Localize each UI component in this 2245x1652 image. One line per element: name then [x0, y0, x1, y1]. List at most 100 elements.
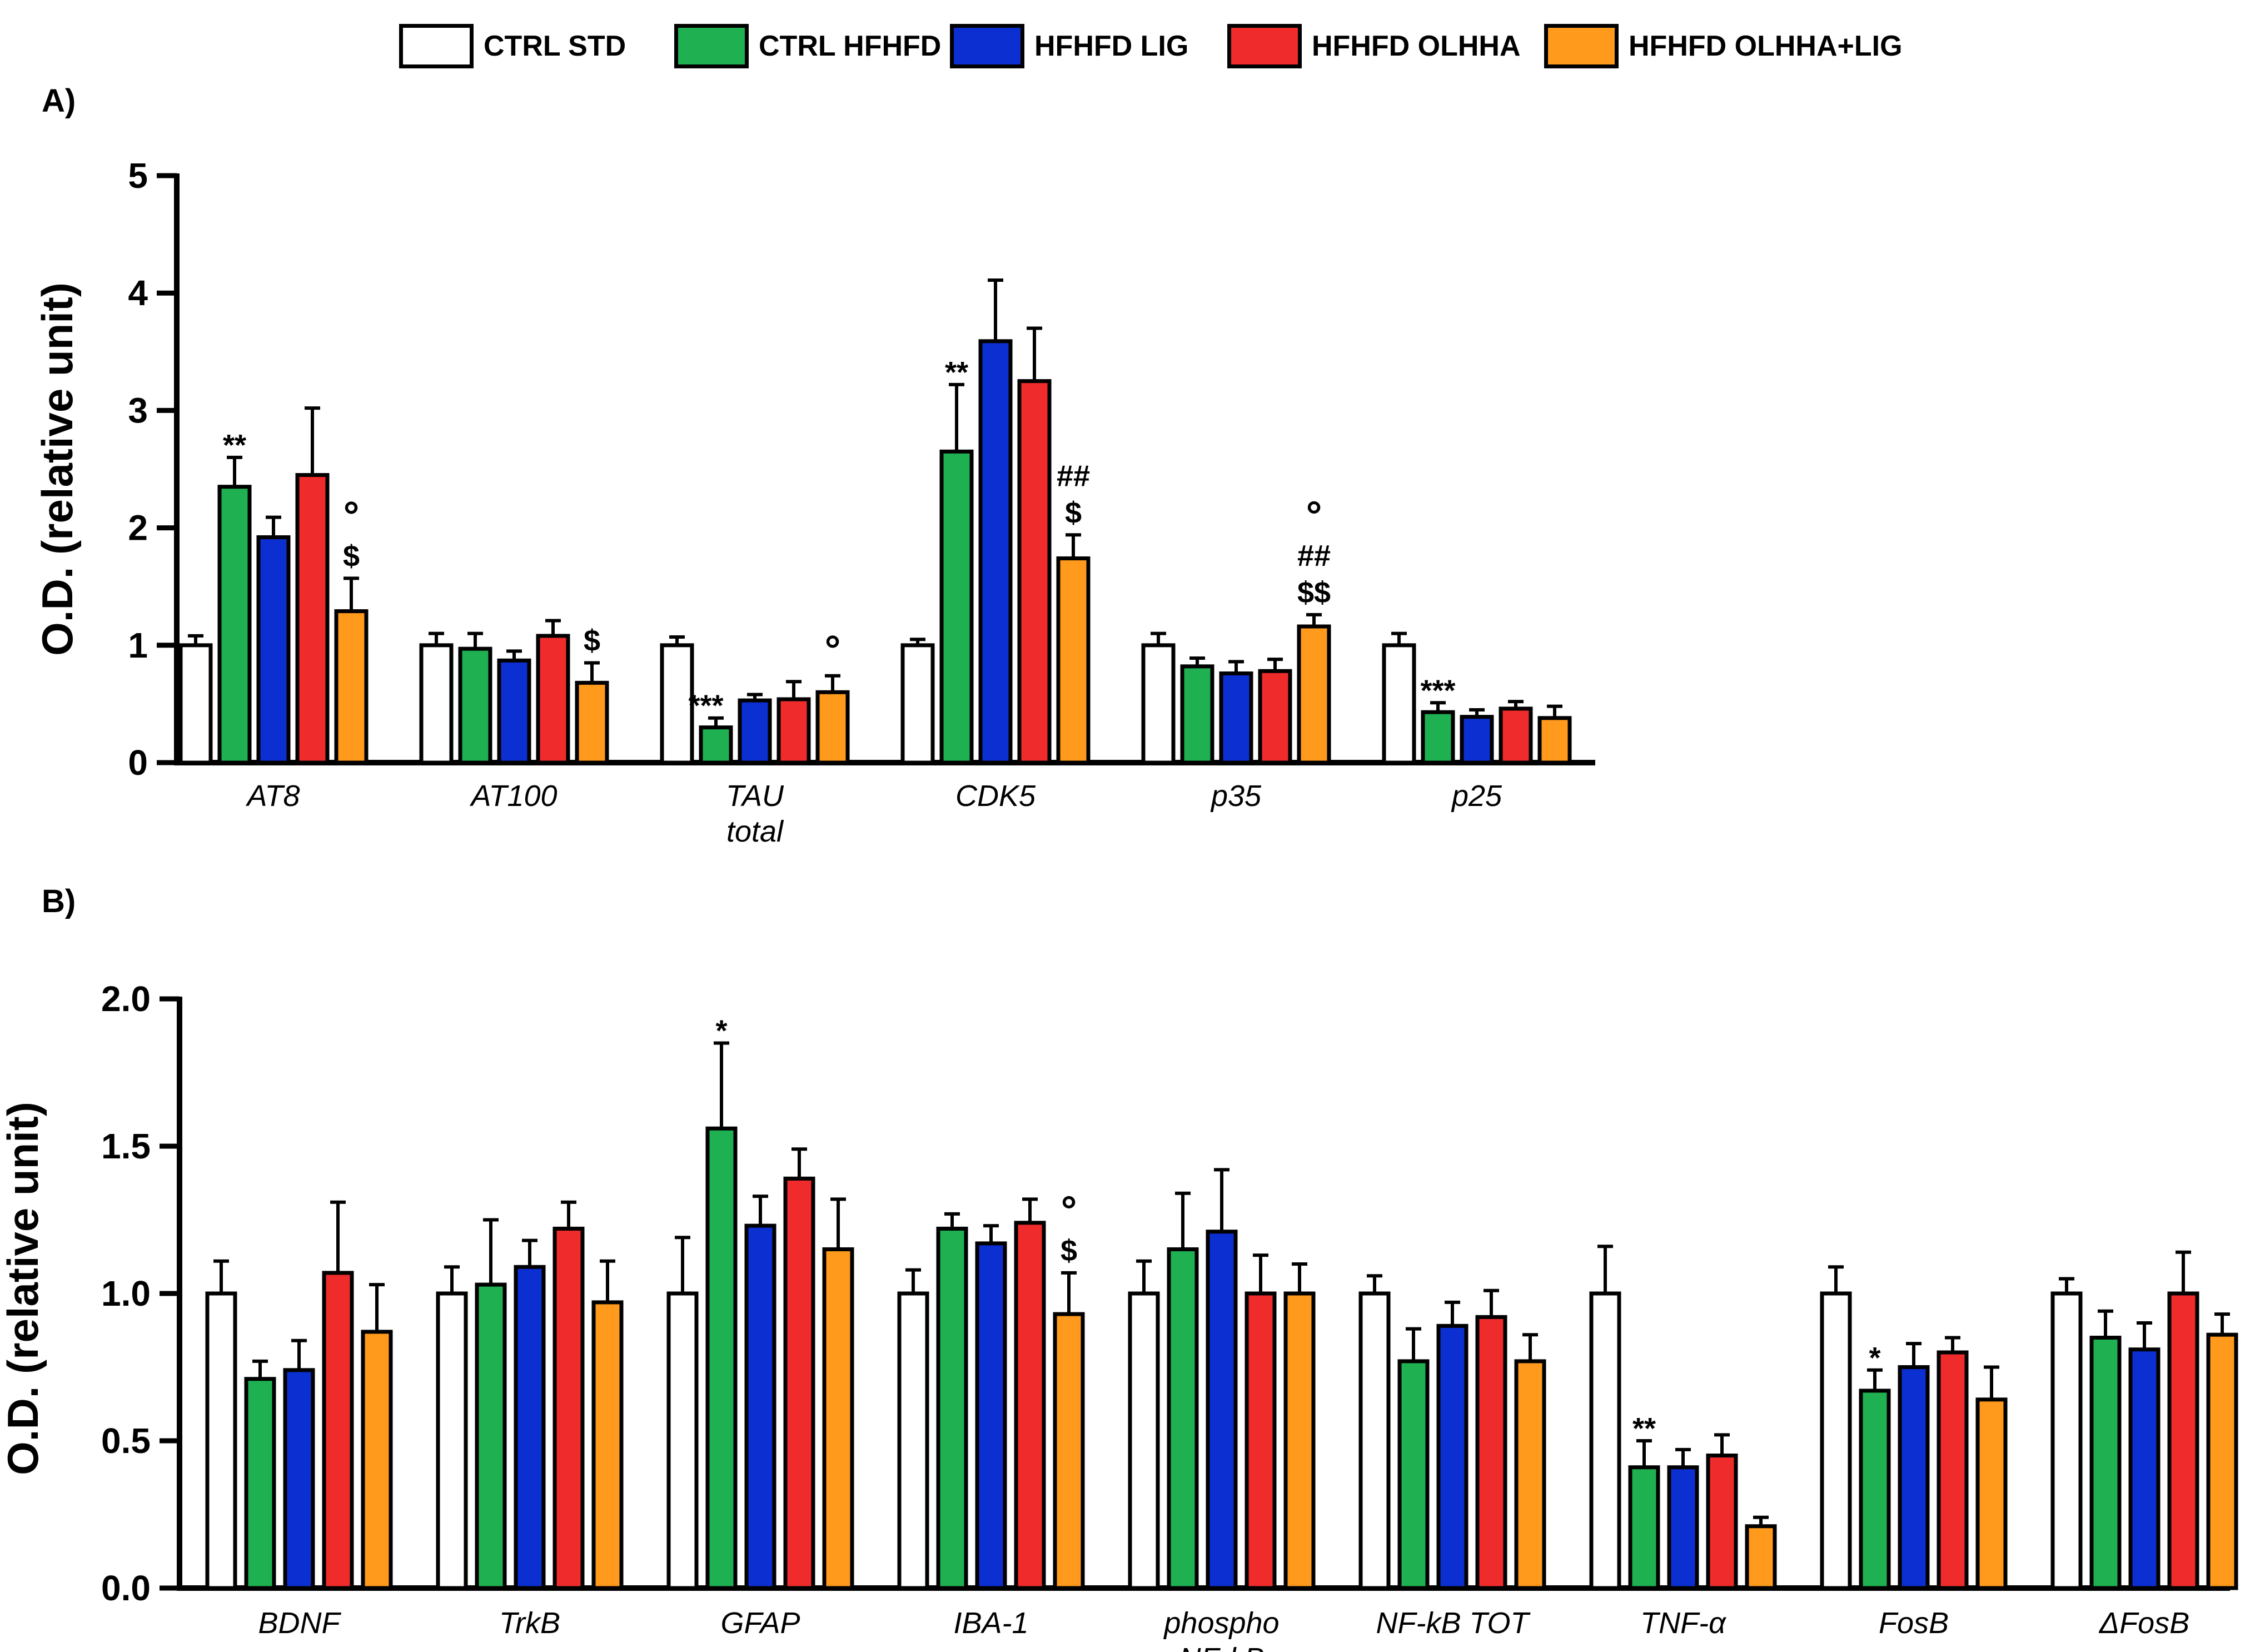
y-tick-label: 5 [128, 156, 148, 196]
bar-trkb-hfhfd-olhha-lig [591, 1300, 624, 1590]
bar-p35-hfhfd-lig [1219, 671, 1253, 765]
bar-iba-1-ctrl-std [897, 1291, 929, 1590]
bar-fosb-hfhfd-olhha-lig [1975, 1397, 2008, 1590]
bar-at100-hfhfd-lig [497, 658, 531, 765]
bar-p35-ctrl-hfhfd [1180, 664, 1214, 765]
significance-marker: * [715, 1014, 727, 1048]
significance-marker: ## [1297, 539, 1331, 573]
legend-item-hfhfd-olhha: HFHFD OLHHA [1227, 21, 1521, 71]
bar-at100-ctrl-hfhfd [458, 646, 492, 765]
legend-swatch-ctrl-std [399, 24, 474, 68]
bar-p25-hfhfd-olhha [1499, 706, 1533, 765]
legend-item-hfhfd-lig: HFHFD LIG [950, 21, 1188, 71]
category-label-p35: p35 [1210, 779, 1262, 813]
category-label-tnf: TNF-α [1640, 1606, 1727, 1640]
category-label-bdnf: BDNF [258, 1606, 342, 1640]
bar-fosb-hfhfd-lig [1898, 1365, 1930, 1590]
significance-marker: $$ [1297, 576, 1331, 609]
y-tick-label: 1 [128, 625, 148, 665]
bar-tnf-hfhfd-olhha [1706, 1454, 1738, 1590]
significance-marker: ° [825, 628, 841, 673]
category-label-at100: AT100 [469, 779, 557, 813]
bar-tnf-hfhfd-lig [1667, 1465, 1699, 1590]
bar-p25-hfhfd-olhha-lig [1537, 716, 1572, 765]
category-label-tau-total: TAU total [726, 779, 784, 848]
significance-marker: $ [1061, 1234, 1077, 1267]
bar-nf-kb-tot-hfhfd-olhha [1475, 1315, 1507, 1590]
bar-at8-hfhfd-olhha [295, 473, 330, 765]
bar-trkb-ctrl-hfhfd [475, 1282, 507, 1590]
y-tick-label: 2.0 [101, 979, 151, 1019]
bar-fosb-ctrl-std [1820, 1291, 1852, 1590]
y-tick-label: 1.0 [101, 1273, 151, 1313]
bar-iba-1-hfhfd-lig [975, 1241, 1007, 1590]
bar-at8-hfhfd-lig [256, 535, 291, 765]
bar-cdk5-ctrl-std [900, 643, 935, 765]
bar-gfap-ctrl-hfhfd [705, 1126, 738, 1590]
bar-bdnf-hfhfd-olhha-lig [361, 1330, 393, 1590]
significance-marker: $ [1065, 496, 1082, 529]
bar-bdnf-hfhfd-lig [283, 1368, 315, 1590]
bar-p25-ctrl-hfhfd [1421, 710, 1455, 765]
bar-tnf-hfhfd-olhha-lig [1745, 1524, 1777, 1590]
significance-marker: ° [344, 494, 360, 538]
bar-bdnf-ctrl-hfhfd [244, 1377, 276, 1590]
category-label-at8: AT8 [245, 779, 300, 813]
bar-at8-hfhfd-olhha-lig [334, 609, 369, 765]
bar-tau-total-ctrl-std [660, 643, 694, 765]
bar-gfap-ctrl-std [666, 1291, 699, 1590]
category-label-fosb: FosB [1879, 1606, 1949, 1640]
bar-bdnf-hfhfd-olhha [322, 1271, 354, 1590]
bar-tnf-ctrl-std [1589, 1291, 1621, 1590]
bar-tau-total-hfhfd-olhha [776, 697, 811, 765]
y-axis-label: O.D. (relative unit) [33, 282, 82, 656]
significance-marker: ## [1057, 459, 1090, 492]
bar-at100-hfhfd-olhha-lig [575, 680, 609, 765]
bar-nf-kb-tot-ctrl-std [1358, 1291, 1391, 1590]
y-tick-label: 0.0 [101, 1568, 151, 1608]
bar-fosb-hfhfd-olhha-lig [2206, 1332, 2238, 1590]
bar-at8-ctrl-std [178, 643, 213, 765]
bar-nf-kb-tot-hfhfd-olhha-lig [1514, 1359, 1546, 1590]
bar-at100-ctrl-std [419, 643, 454, 765]
bar-iba-1-ctrl-hfhfd [936, 1226, 968, 1590]
chart-panel-b: 0.0 0.5 1.0 1.5 2.0 O.D. (relative unit) BDNF T… [0, 979, 2238, 1652]
category-label-trkb: TrkB [499, 1606, 560, 1640]
bar-phospho-nf-kb-hfhfd-olhha [1245, 1291, 1277, 1590]
category-label-p25: p25 [1451, 779, 1502, 813]
bar-fosb-ctrl-hfhfd [1859, 1389, 1891, 1590]
bar-fosb-ctrl-std [2050, 1291, 2083, 1590]
legend-swatch-hfhfd-olhha-lig [1544, 24, 1619, 68]
panel-label-a: A) [42, 83, 76, 119]
significance-marker: ° [1306, 494, 1322, 538]
significance-marker: ° [1061, 1188, 1077, 1233]
legend-label-hfhfd-olhha-lig: HFHFD OLHHA+LIG [1629, 30, 1903, 62]
legend-swatch-hfhfd-lig [950, 24, 1024, 68]
legend-item-hfhfd-olhha-lig: HFHFD OLHHA+LIG [1544, 21, 1903, 71]
bar-iba-1-hfhfd-olhha [1014, 1221, 1046, 1590]
significance-marker: * [1869, 1341, 1880, 1375]
bar-at100-hfhfd-olhha [536, 634, 570, 765]
bar-p35-hfhfd-olhha [1258, 669, 1292, 765]
bar-tau-total-ctrl-hfhfd [699, 725, 733, 765]
bar-gfap-hfhfd-olhha-lig [822, 1247, 854, 1590]
bar-fosb-ctrl-hfhfd [2089, 1336, 2122, 1590]
legend: CTRL STD CTRL HFHFD HFHFD LIG HFHFD OLHH… [0, 0, 2245, 89]
legend-swatch-hfhfd-olhha [1227, 24, 1302, 68]
legend-label-ctrl-hfhfd: CTRL HFHFD [759, 30, 942, 62]
significance-marker: *** [688, 689, 723, 723]
bar-nf-kb-tot-hfhfd-lig [1436, 1323, 1469, 1590]
significance-marker: *** [1420, 674, 1455, 707]
y-tick-label: 3 [128, 390, 148, 430]
bar-phospho-nf-kb-hfhfd-lig [1206, 1230, 1238, 1590]
y-tick-label: 4 [128, 273, 148, 313]
bar-gfap-hfhfd-lig [744, 1223, 776, 1590]
bar-fosb-hfhfd-olhha [2167, 1291, 2199, 1590]
bar-p35-hfhfd-olhha-lig [1297, 624, 1331, 765]
category-label-fosb: ΔFosB [2098, 1606, 2189, 1640]
significance-marker: $ [343, 539, 360, 573]
significance-marker: ** [1632, 1412, 1656, 1445]
significance-marker: ** [223, 429, 246, 462]
